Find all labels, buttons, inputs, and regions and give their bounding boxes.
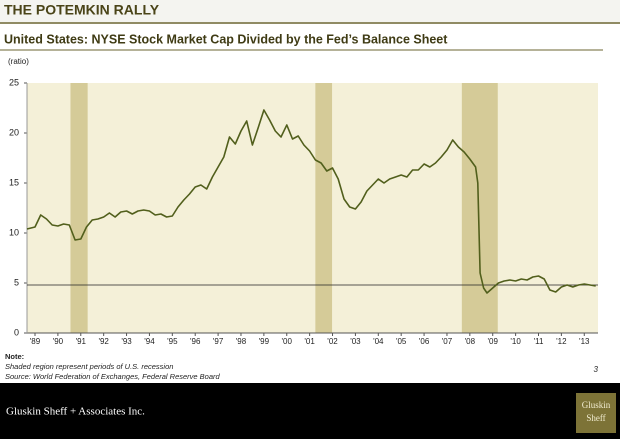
header-band (0, 0, 620, 22)
recession-shade (315, 83, 333, 333)
x-tick-label: '98 (236, 337, 247, 346)
logo (576, 393, 616, 433)
recession-shade (70, 83, 88, 333)
logo-text: Sheff (586, 413, 605, 423)
x-tick-label: '06 (419, 337, 430, 346)
x-tick-label: '11 (534, 337, 544, 346)
note-label: Note: (5, 352, 24, 361)
plot-area (27, 83, 598, 333)
footer-band (0, 383, 620, 439)
y-tick-label: 5 (14, 277, 19, 287)
note: Shaded region represent periods of U.S. … (5, 362, 173, 371)
y-tick-label: 10 (9, 227, 19, 237)
x-tick-label: '12 (556, 337, 567, 346)
x-tick-label: '01 (304, 337, 315, 346)
x-tick-label: '10 (510, 337, 521, 346)
chart-title: United States: NYSE Stock Market Cap Div… (4, 32, 448, 46)
y-unit: (ratio) (8, 57, 29, 66)
company: Gluskin Sheff + Associates Inc. (6, 406, 145, 418)
x-tick-label: '91 (76, 337, 87, 346)
x-tick-label: '90 (53, 337, 64, 346)
x-tick-label: '93 (121, 337, 132, 346)
x-tick-label: '00 (282, 337, 293, 346)
x-tick-label: '04 (373, 337, 384, 346)
data-line (26, 109, 596, 294)
y-tick-label: 20 (9, 127, 19, 137)
x-tick-label: '13 (579, 337, 590, 346)
recession-shade (461, 83, 498, 333)
x-tick-label: '95 (167, 337, 178, 346)
x-tick-label: '09 (488, 337, 499, 346)
header-title: THE POTEMKIN RALLY (4, 2, 160, 18)
x-tick-label: '99 (259, 337, 270, 346)
x-tick-label: '96 (190, 337, 201, 346)
page-number: 3 (594, 365, 599, 374)
y-tick-label: 0 (14, 327, 19, 337)
x-tick-label: '08 (465, 337, 476, 346)
x-tick-label: '97 (213, 337, 224, 346)
x-tick-label: '89 (30, 337, 41, 346)
x-tick-label: '92 (98, 337, 109, 346)
y-tick-label: 25 (9, 77, 19, 87)
x-tick-label: '05 (396, 337, 407, 346)
x-tick-label: '03 (350, 337, 361, 346)
source: Source: World Federation of Exchanges, F… (5, 372, 221, 381)
x-tick-label: '02 (327, 337, 338, 346)
x-tick-label: '07 (442, 337, 453, 346)
logo-text: Gluskin (582, 400, 611, 410)
x-tick-label: '94 (144, 337, 155, 346)
y-tick-label: 15 (9, 177, 19, 187)
